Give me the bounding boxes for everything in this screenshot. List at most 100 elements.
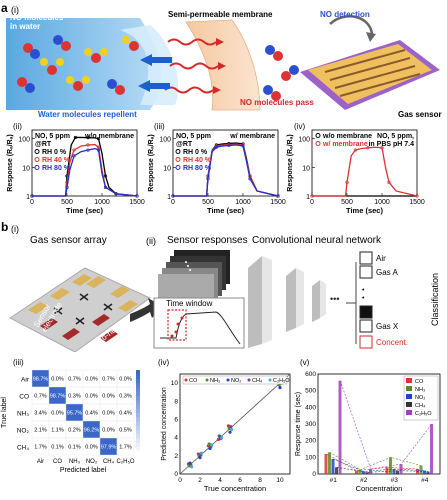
- y-tick-label: 0: [312, 471, 316, 478]
- sensor-array-graphic: Sensorelectrode Micro-heater Time window…: [9, 250, 440, 352]
- colorbar-step: [136, 442, 140, 447]
- molecules-pass: [263, 45, 299, 101]
- cm-cell-value: 3.4%: [34, 411, 47, 417]
- y-tick-label: 200: [305, 438, 316, 445]
- colorbar-step: [136, 450, 140, 456]
- cm-cell-value: 0.0%: [85, 445, 98, 451]
- molecules-water: [17, 35, 139, 95]
- x-tick-label: 1500: [409, 199, 425, 206]
- legend-label: w/ membrane: [322, 141, 368, 148]
- series-marker: [72, 154, 76, 158]
- time-window-label: Time window: [166, 299, 213, 308]
- colorbar-step: [136, 370, 140, 375]
- scatter-point: [207, 442, 211, 446]
- legend-label: RH 80 %: [42, 165, 71, 172]
- series-marker: [214, 145, 218, 149]
- bar: [399, 464, 403, 474]
- cm-cell-value: 0.1%: [51, 445, 64, 451]
- colorbar-step: [136, 412, 140, 418]
- series-trend: [339, 380, 432, 470]
- legend-marker: [175, 149, 181, 154]
- gas-sensor-label: Gas sensor: [398, 110, 442, 119]
- series-trend: [336, 467, 429, 473]
- colorbar-step: [136, 382, 140, 388]
- cm-cell-value: 0.7%: [34, 394, 47, 400]
- x-tick-label: 6: [238, 477, 242, 484]
- cm-cell: [116, 437, 135, 456]
- y-tick-label: 2: [174, 453, 178, 460]
- scatter-point: [210, 443, 214, 447]
- bar: [335, 467, 338, 474]
- legend-marker: [175, 157, 181, 162]
- output-air: Air: [376, 254, 386, 263]
- panel-b-iii-label: (iii): [13, 358, 24, 367]
- series-marker: [248, 177, 252, 181]
- cm-col-label: Air: [37, 459, 44, 465]
- cm-cell-value: 0.4%: [85, 411, 98, 417]
- bar: [362, 471, 365, 474]
- series-marker: [86, 143, 90, 147]
- colorbar-step: [136, 374, 140, 379]
- legend-label: RH 40 %: [183, 157, 212, 164]
- cm-cell-value: 0.1%: [68, 445, 81, 451]
- water-repellent-label: Water molecules repellent: [38, 110, 137, 119]
- series-marker: [241, 144, 245, 148]
- cm-row-label: CO: [19, 394, 29, 401]
- plot-header: NO, 5 ppm: [176, 133, 211, 140]
- panel-b-i-title: Gas sensor array: [30, 235, 107, 246]
- cm-cell-value: 0.0%: [119, 377, 132, 383]
- legend-label: RH 0 %: [42, 149, 67, 156]
- panel-b-v-label: (v): [300, 358, 310, 367]
- legend-swatch: [406, 378, 412, 383]
- panel-a-ii-label: (ii): [13, 122, 22, 131]
- cnn-title: Convolutional neural network: [252, 235, 381, 246]
- bar: [396, 470, 399, 474]
- series-marker: [415, 194, 419, 198]
- colorbar-step: [136, 438, 140, 443]
- x-tick-label: 0: [310, 199, 314, 206]
- y-tick-label: 10: [171, 380, 179, 387]
- bar: [385, 467, 389, 474]
- scatter-plot: 0 2 4 6 8 10 0 2 4 6 8 10 True concentration Predicte…: [161, 373, 291, 493]
- bar: [328, 452, 331, 474]
- colorbar-step: [136, 395, 140, 401]
- legend-marker: [34, 157, 40, 162]
- legend-marker: [226, 378, 230, 382]
- legend-marker: [268, 378, 272, 382]
- legend-marker: [315, 133, 321, 138]
- bar: [426, 471, 430, 474]
- legend-label: CH₄: [252, 378, 263, 384]
- x-axis-label: Time (sec): [66, 206, 103, 215]
- cm-cell-value: 1.7%: [119, 445, 132, 451]
- series-marker: [65, 185, 69, 189]
- cm-cell-value: 0.0%: [102, 394, 115, 400]
- plot-tag: w/ membrane: [229, 133, 275, 140]
- panel-b-i-label: (i): [11, 224, 19, 234]
- time-window-points: [170, 316, 184, 338]
- plot-frame: [172, 129, 279, 197]
- legend-label: NO₂: [231, 378, 241, 384]
- cm-cell-value: 0.0%: [85, 394, 98, 400]
- colorbar-step: [136, 425, 140, 430]
- legend-label: NO₂: [415, 395, 425, 401]
- x-tick-label: 1000: [235, 199, 251, 206]
- output-gas-x: Gas X: [376, 322, 399, 331]
- y-tick-label: 1: [306, 194, 310, 201]
- cm-cell-value: 97.9%: [101, 445, 117, 451]
- plot-condition: @RT: [35, 141, 52, 148]
- cm-cell-value: 0.0%: [102, 411, 115, 417]
- cm-cell-value: 0.0%: [51, 377, 64, 383]
- cm-cell-value: 0.0%: [51, 411, 64, 417]
- series-marker: [30, 194, 34, 198]
- bar: [419, 465, 423, 474]
- legend-label: CO: [415, 379, 424, 385]
- cm-cell-value: 2.1%: [34, 428, 47, 434]
- bar: [423, 470, 426, 474]
- confusion-matrix: Air 98.7% 0.0% 0.7% 0.0% 0.7% 0.0%CO 0.7% 98.7% 0…: [1, 369, 140, 474]
- legend-label: CO: [189, 378, 198, 384]
- legend-marker: [34, 165, 40, 170]
- x-tick-label: 1500: [129, 199, 145, 206]
- scatter-point: [200, 451, 204, 455]
